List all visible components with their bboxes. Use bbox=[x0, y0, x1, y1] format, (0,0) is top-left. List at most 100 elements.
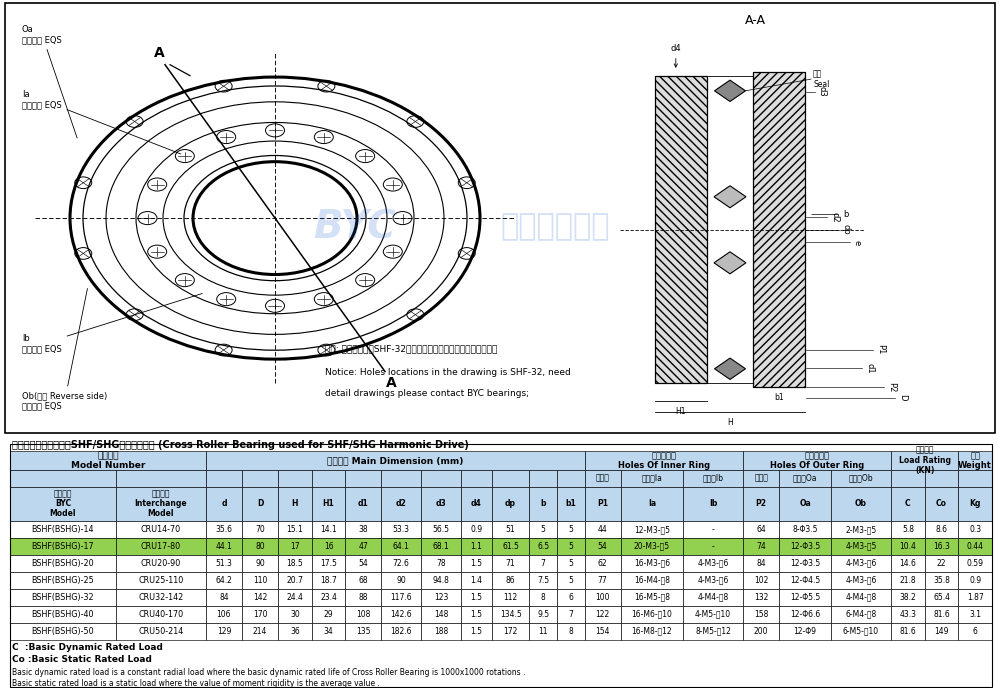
Bar bbox=[743, 623, 779, 640]
Bar bbox=[345, 555, 381, 572]
Text: 0.44: 0.44 bbox=[967, 542, 984, 551]
Bar bbox=[312, 605, 345, 623]
Bar bbox=[312, 589, 345, 605]
Text: C: C bbox=[905, 499, 911, 508]
Bar bbox=[242, 469, 278, 486]
Bar bbox=[529, 521, 557, 538]
Text: Oa
圆周等分 EQS: Oa 圆周等分 EQS bbox=[22, 25, 77, 138]
Text: 44: 44 bbox=[598, 525, 607, 534]
Bar bbox=[958, 538, 992, 555]
Bar bbox=[312, 469, 345, 486]
Text: d3: d3 bbox=[818, 86, 827, 97]
Bar bbox=[891, 451, 958, 469]
Text: 互换型号
Interchange
Model: 互换型号 Interchange Model bbox=[135, 489, 187, 518]
Text: 106: 106 bbox=[217, 610, 231, 619]
Text: H: H bbox=[292, 499, 298, 508]
Text: 16-M4-深8: 16-M4-深8 bbox=[634, 576, 670, 585]
Text: 51: 51 bbox=[506, 525, 515, 534]
Bar bbox=[585, 572, 621, 589]
Text: 6-M5-深10: 6-M5-深10 bbox=[843, 627, 879, 636]
Bar bbox=[529, 589, 557, 605]
Text: 交叉滚子轴承配套用于SHF/SHG型谐波减速机 (Cross Roller Bearing used for SHF/SHG Harmonic Drive): 交叉滚子轴承配套用于SHF/SHG型谐波减速机 (Cross Roller Be… bbox=[12, 440, 469, 450]
Bar bbox=[278, 469, 312, 486]
Bar bbox=[891, 469, 925, 486]
Bar bbox=[421, 605, 461, 623]
Text: A: A bbox=[154, 46, 164, 60]
Text: 77: 77 bbox=[598, 576, 607, 585]
Text: 29: 29 bbox=[324, 610, 333, 619]
Bar bbox=[492, 521, 529, 538]
Bar bbox=[312, 555, 345, 572]
Bar bbox=[925, 589, 958, 605]
Text: 84: 84 bbox=[756, 559, 766, 568]
Bar bbox=[492, 555, 529, 572]
Bar bbox=[461, 589, 492, 605]
Text: d4: d4 bbox=[670, 44, 681, 67]
Bar bbox=[925, 521, 958, 538]
Text: 12-Φ5.5: 12-Φ5.5 bbox=[790, 593, 820, 602]
Bar bbox=[557, 589, 585, 605]
Text: 71: 71 bbox=[506, 559, 515, 568]
Text: 17.5: 17.5 bbox=[320, 559, 337, 568]
Text: 内圈安装孔
Holes Of Inner Ring: 内圈安装孔 Holes Of Inner Ring bbox=[618, 451, 710, 470]
Text: BSHF(BSHG)-40: BSHF(BSHG)-40 bbox=[32, 610, 94, 619]
Bar bbox=[10, 623, 116, 640]
Bar bbox=[345, 605, 381, 623]
Text: 74: 74 bbox=[756, 542, 766, 551]
Bar bbox=[10, 589, 116, 605]
Bar bbox=[345, 469, 381, 486]
Text: 8-Φ3.5: 8-Φ3.5 bbox=[792, 525, 818, 534]
Text: BSHF(BSHG)-17: BSHF(BSHG)-17 bbox=[32, 542, 94, 551]
Text: 0.59: 0.59 bbox=[967, 559, 984, 568]
Bar bbox=[278, 521, 312, 538]
Bar bbox=[683, 486, 743, 521]
Text: BSHF(BSHG)-20: BSHF(BSHG)-20 bbox=[32, 559, 94, 568]
Bar bbox=[779, 572, 831, 589]
Bar bbox=[10, 538, 116, 555]
Bar bbox=[683, 572, 743, 589]
Bar bbox=[492, 605, 529, 623]
Text: 4-M4-深8: 4-M4-深8 bbox=[845, 593, 877, 602]
Text: d3: d3 bbox=[436, 499, 446, 508]
Text: 38: 38 bbox=[359, 525, 368, 534]
Polygon shape bbox=[714, 358, 746, 380]
Bar bbox=[779, 605, 831, 623]
Bar bbox=[461, 469, 492, 486]
Bar bbox=[206, 572, 242, 589]
Text: 博盈型号
BYC
Model: 博盈型号 BYC Model bbox=[50, 489, 76, 518]
Bar bbox=[958, 451, 992, 469]
Bar bbox=[831, 605, 891, 623]
Text: Ob(反面 Reverse side)
圆周等分 EQS: Ob(反面 Reverse side) 圆周等分 EQS bbox=[22, 288, 107, 411]
Bar bbox=[621, 521, 683, 538]
Text: 10.4: 10.4 bbox=[899, 542, 916, 551]
Text: 中心径: 中心径 bbox=[754, 473, 768, 482]
Text: 70: 70 bbox=[255, 525, 265, 534]
Text: 18.7: 18.7 bbox=[320, 576, 337, 585]
Bar bbox=[557, 469, 585, 486]
Text: P1: P1 bbox=[597, 499, 608, 508]
Text: d1: d1 bbox=[358, 499, 369, 508]
Bar bbox=[585, 589, 621, 605]
Bar bbox=[557, 555, 585, 572]
Text: b1: b1 bbox=[774, 393, 784, 402]
Bar bbox=[831, 572, 891, 589]
Text: Ia: Ia bbox=[648, 499, 656, 508]
Text: 110: 110 bbox=[253, 576, 267, 585]
Text: P1: P1 bbox=[876, 344, 885, 355]
Text: 额定载荷
Load Rating
(KN): 额定载荷 Load Rating (KN) bbox=[899, 446, 951, 475]
Text: 108: 108 bbox=[356, 610, 371, 619]
Bar bbox=[116, 623, 206, 640]
Bar bbox=[116, 538, 206, 555]
Text: 外圈孔Ob: 外圈孔Ob bbox=[849, 473, 873, 482]
Text: Ib: Ib bbox=[709, 499, 717, 508]
Bar bbox=[206, 605, 242, 623]
Bar bbox=[743, 451, 891, 469]
Text: CRU17-80: CRU17-80 bbox=[141, 542, 181, 551]
Bar bbox=[779, 469, 831, 486]
Bar bbox=[492, 589, 529, 605]
Text: 1.87: 1.87 bbox=[967, 593, 984, 602]
Bar bbox=[557, 623, 585, 640]
Bar bbox=[345, 572, 381, 589]
Text: 21.8: 21.8 bbox=[900, 576, 916, 585]
Text: Notice: Holes locations in the drawing is SHF-32, need: Notice: Holes locations in the drawing i… bbox=[325, 367, 571, 377]
